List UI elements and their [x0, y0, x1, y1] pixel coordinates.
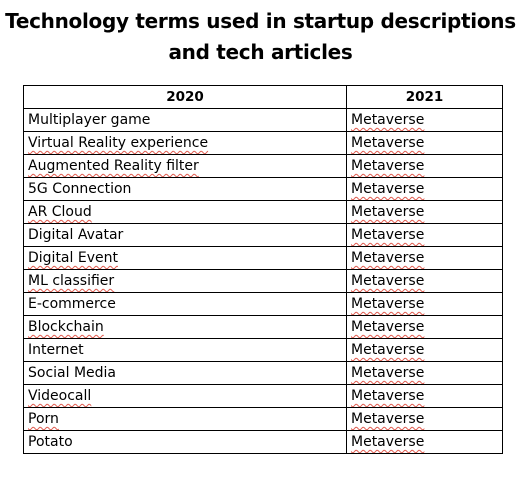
cell-text: Metaverse — [351, 342, 425, 358]
cell-2020: Videocall — [23, 384, 347, 408]
table-row: Digital Event Metaverse — [23, 246, 503, 270]
cell-2021: Metaverse — [346, 154, 503, 178]
table-row: Digital Avatar Metaverse — [23, 223, 503, 247]
cell-2020: Porn — [23, 407, 347, 431]
cell-2021: Metaverse — [346, 292, 503, 316]
cell-2021: Metaverse — [346, 315, 503, 339]
cell-text: Multiplayer game — [28, 112, 151, 128]
title-line-2: and tech articles — [168, 40, 353, 64]
table-row: Internet Metaverse — [23, 338, 503, 362]
cell-2021: Metaverse — [346, 430, 503, 454]
cell-2020: Augmented Reality filter — [23, 154, 347, 178]
cell-2020: E-commerce — [23, 292, 347, 316]
table-header-row: 2020 2021 — [23, 85, 503, 109]
cell-text: Metaverse — [351, 365, 425, 381]
cell-2021: Metaverse — [346, 131, 503, 155]
cell-2021: Metaverse — [346, 338, 503, 362]
cell-2020: Blockchain — [23, 315, 347, 339]
cell-2020: Internet — [23, 338, 347, 362]
cell-text: ML classifier — [28, 273, 115, 289]
cell-2020: Social Media — [23, 361, 347, 385]
table-row: Virtual Reality experience Metaverse — [23, 131, 503, 155]
cell-text: Videocall — [28, 388, 92, 404]
cell-text: Digital Avatar — [28, 227, 124, 243]
cell-text: Porn — [28, 411, 59, 427]
cell-text: Metaverse — [351, 181, 425, 197]
column-header-2021: 2021 — [346, 85, 503, 109]
cell-2021: Metaverse — [346, 246, 503, 270]
table-row: Social Media Metaverse — [23, 361, 503, 385]
cell-text: AR Cloud — [28, 204, 92, 220]
table-row: ML classifier Metaverse — [23, 269, 503, 293]
table-row: Potato Metaverse — [23, 430, 503, 454]
cell-text: Potato — [28, 434, 73, 450]
title-line-1: Technology terms used in startup descrip… — [5, 9, 516, 33]
cell-2020: Potato — [23, 430, 347, 454]
cell-text: Metaverse — [351, 434, 425, 450]
cell-2020: Digital Avatar — [23, 223, 347, 247]
table-row: Multiplayer game Metaverse — [23, 108, 503, 132]
cell-text: Metaverse — [351, 158, 425, 174]
cell-2021: Metaverse — [346, 269, 503, 293]
cell-2020: ML classifier — [23, 269, 347, 293]
cell-2021: Metaverse — [346, 200, 503, 224]
cell-text: Metaverse — [351, 135, 425, 151]
cell-2020: Multiplayer game — [23, 108, 347, 132]
cell-text: Metaverse — [351, 388, 425, 404]
cell-text: Metaverse — [351, 319, 425, 335]
cell-text: Augmented Reality filter — [28, 158, 199, 174]
cell-2021: Metaverse — [346, 407, 503, 431]
cell-2021: Metaverse — [346, 108, 503, 132]
table-row: E-commerce Metaverse — [23, 292, 503, 316]
cell-2021: Metaverse — [346, 361, 503, 385]
cell-2020: Digital Event — [23, 246, 347, 270]
cell-text: Metaverse — [351, 296, 425, 312]
cell-2021: Metaverse — [346, 177, 503, 201]
table-row: Blockchain Metaverse — [23, 315, 503, 339]
table-row: Augmented Reality filter Metaverse — [23, 154, 503, 178]
table-row: 5G Connection Metaverse — [23, 177, 503, 201]
cell-text: Metaverse — [351, 411, 425, 427]
cell-2020: Virtual Reality experience — [23, 131, 347, 155]
table-row: AR Cloud Metaverse — [23, 200, 503, 224]
cell-text: Metaverse — [351, 112, 425, 128]
cell-text: Metaverse — [351, 227, 425, 243]
cell-2021: Metaverse — [346, 223, 503, 247]
cell-text: Metaverse — [351, 250, 425, 266]
column-header-2020: 2020 — [23, 85, 347, 109]
cell-text: E-commerce — [28, 296, 116, 312]
cell-2021: Metaverse — [346, 384, 503, 408]
cell-text: Metaverse — [351, 204, 425, 220]
cell-2020: 5G Connection — [23, 177, 347, 201]
table-row: Porn Metaverse — [23, 407, 503, 431]
cell-text: Blockchain — [28, 319, 104, 335]
cell-text: Internet — [28, 342, 84, 358]
page-title: Technology terms used in startup descrip… — [0, 6, 521, 68]
cell-text: Virtual Reality experience — [28, 135, 209, 151]
cell-text: Social Media — [28, 365, 117, 381]
cell-2020: AR Cloud — [23, 200, 347, 224]
cell-text: Digital Event — [28, 250, 118, 266]
table-row: Videocall Metaverse — [23, 384, 503, 408]
terms-table: 2020 2021 Multiplayer game Metaverse Vir… — [23, 85, 503, 454]
cell-text: Metaverse — [351, 273, 425, 289]
cell-text: 5G Connection — [28, 181, 132, 197]
